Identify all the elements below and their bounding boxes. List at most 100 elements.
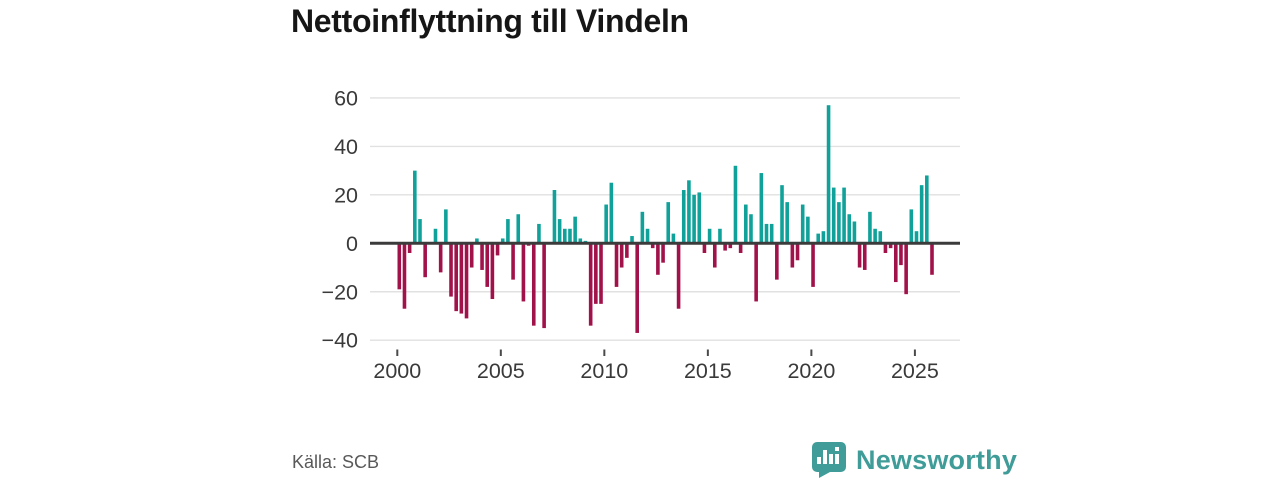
bar-2022-q4 [868,211,872,244]
bar-2017-q2 [754,243,758,302]
bar-2017-q3 [759,173,764,244]
brand-name: Newsworthy [856,444,1018,475]
bar-2006-q1 [521,243,526,302]
newsworthy-pin-barchart-icon [812,442,846,478]
bar-2013-q2 [671,233,676,244]
bar-2000-q3 [407,243,412,253]
source-label: Källa: SCB [292,452,380,472]
bar-2000-q2 [402,243,407,309]
bar-2017-q4 [764,223,769,244]
bar-2004-q2 [485,243,490,287]
bar-2002-q2 [444,209,448,244]
bar-2011-q4 [640,211,645,244]
bar-2010-q1 [604,204,608,244]
x-tick-label: 2005 [477,359,525,383]
bar-2008-q3 [573,216,577,244]
bar-2017-q1 [749,214,753,244]
bar-2001-q1 [418,219,422,244]
bar-2021-q1 [831,187,836,244]
newsworthy-logo[interactable]: Newsworthy [810,441,1017,479]
bar-2022-q2 [857,243,862,268]
bar-2025-q1 [914,231,919,244]
bar-2004-q1 [480,243,484,270]
y-tick-label: −40 [322,329,359,353]
bar-2010-q4 [619,243,624,268]
bar-2000-q1 [397,243,402,290]
bar-2012-q3 [656,243,660,275]
bar-2003-q3 [469,243,474,268]
bar-2018-q2 [775,243,779,280]
y-tick-label: 60 [334,86,358,110]
bar-2003-q4 [475,238,479,244]
bar-2004-q3 [490,243,495,300]
bar-2023-q2 [878,231,883,244]
x-tick-label: 2025 [891,359,939,383]
bar-2023-q4 [888,243,893,249]
x-tick-label: 2000 [373,359,421,383]
bar-2005-q4 [516,214,521,244]
bar-2023-q3 [883,243,888,253]
bar-2021-q4 [847,214,852,244]
y-tick-label: 0 [346,232,358,256]
bar-2009-q4 [599,243,603,304]
bar-2010-q3 [614,243,619,287]
bar-2014-q1 [687,180,691,244]
bar-2010-q2 [609,182,614,244]
bar-2021-q3 [842,187,846,244]
bar-2002-q3 [449,243,453,297]
y-tick-label: −20 [322,280,359,304]
bar-2016-q2 [733,165,738,244]
bar-2007-q4 [557,219,562,244]
bar-2015-q4 [723,243,727,251]
bar-2008-q1 [563,228,567,244]
bar-2014-q4 [702,243,707,253]
x-tick-label: 2020 [787,359,835,383]
bar-2013-q3 [676,243,681,309]
bar-2009-q3 [594,243,598,304]
bar-2020-q1 [811,243,815,287]
bar-2012-q2 [650,243,655,249]
bar-2016-q3 [738,243,743,253]
bar-2001-q4 [433,228,438,244]
bar-2009-q2 [588,243,593,326]
bar-2018-q1 [769,223,774,244]
bar-2015-q3 [718,228,722,244]
bar-2008-q4 [578,238,583,244]
bar-2008-q2 [568,228,572,244]
x-tick-label: 2015 [684,359,732,383]
bar-2018-q3 [780,185,784,244]
bar-2013-q1 [666,202,671,244]
x-tick-label: 2010 [580,359,628,383]
bar-2019-q1 [790,243,795,268]
bar-2002-q1 [438,243,443,273]
bar-2018-q4 [785,202,789,244]
bar-2003-q1 [459,243,464,314]
bar-2004-q4 [495,243,500,256]
bar-2001-q2 [423,243,427,278]
bar-2016-q1 [728,243,733,249]
bar-2007-q3 [552,190,557,244]
bar-2022-q1 [852,221,857,244]
bar-2019-q2 [795,243,800,261]
bar-2024-q2 [899,243,903,266]
bar-2023-q1 [873,228,877,244]
bar-2005-q3 [511,243,515,280]
bar-2019-q4 [806,216,810,244]
bar-2025-q2 [919,185,924,244]
bar-2005-q1 [500,238,505,244]
bar-2005-q2 [506,219,510,244]
bar-2012-q4 [661,243,665,263]
bar-2002-q4 [454,243,458,312]
bar-2011-q1 [625,243,629,258]
bar-2014-q3 [697,192,702,244]
bar-2025-q4 [930,243,934,275]
bar-2024-q3 [904,243,908,295]
bar-2007-q1 [542,243,546,329]
bar-2020-q4 [826,105,831,244]
y-tick-label: 20 [334,183,358,207]
bar-2024-q1 [893,243,898,283]
bar-2000-q4 [413,170,417,244]
bar-2003-q2 [464,243,469,319]
